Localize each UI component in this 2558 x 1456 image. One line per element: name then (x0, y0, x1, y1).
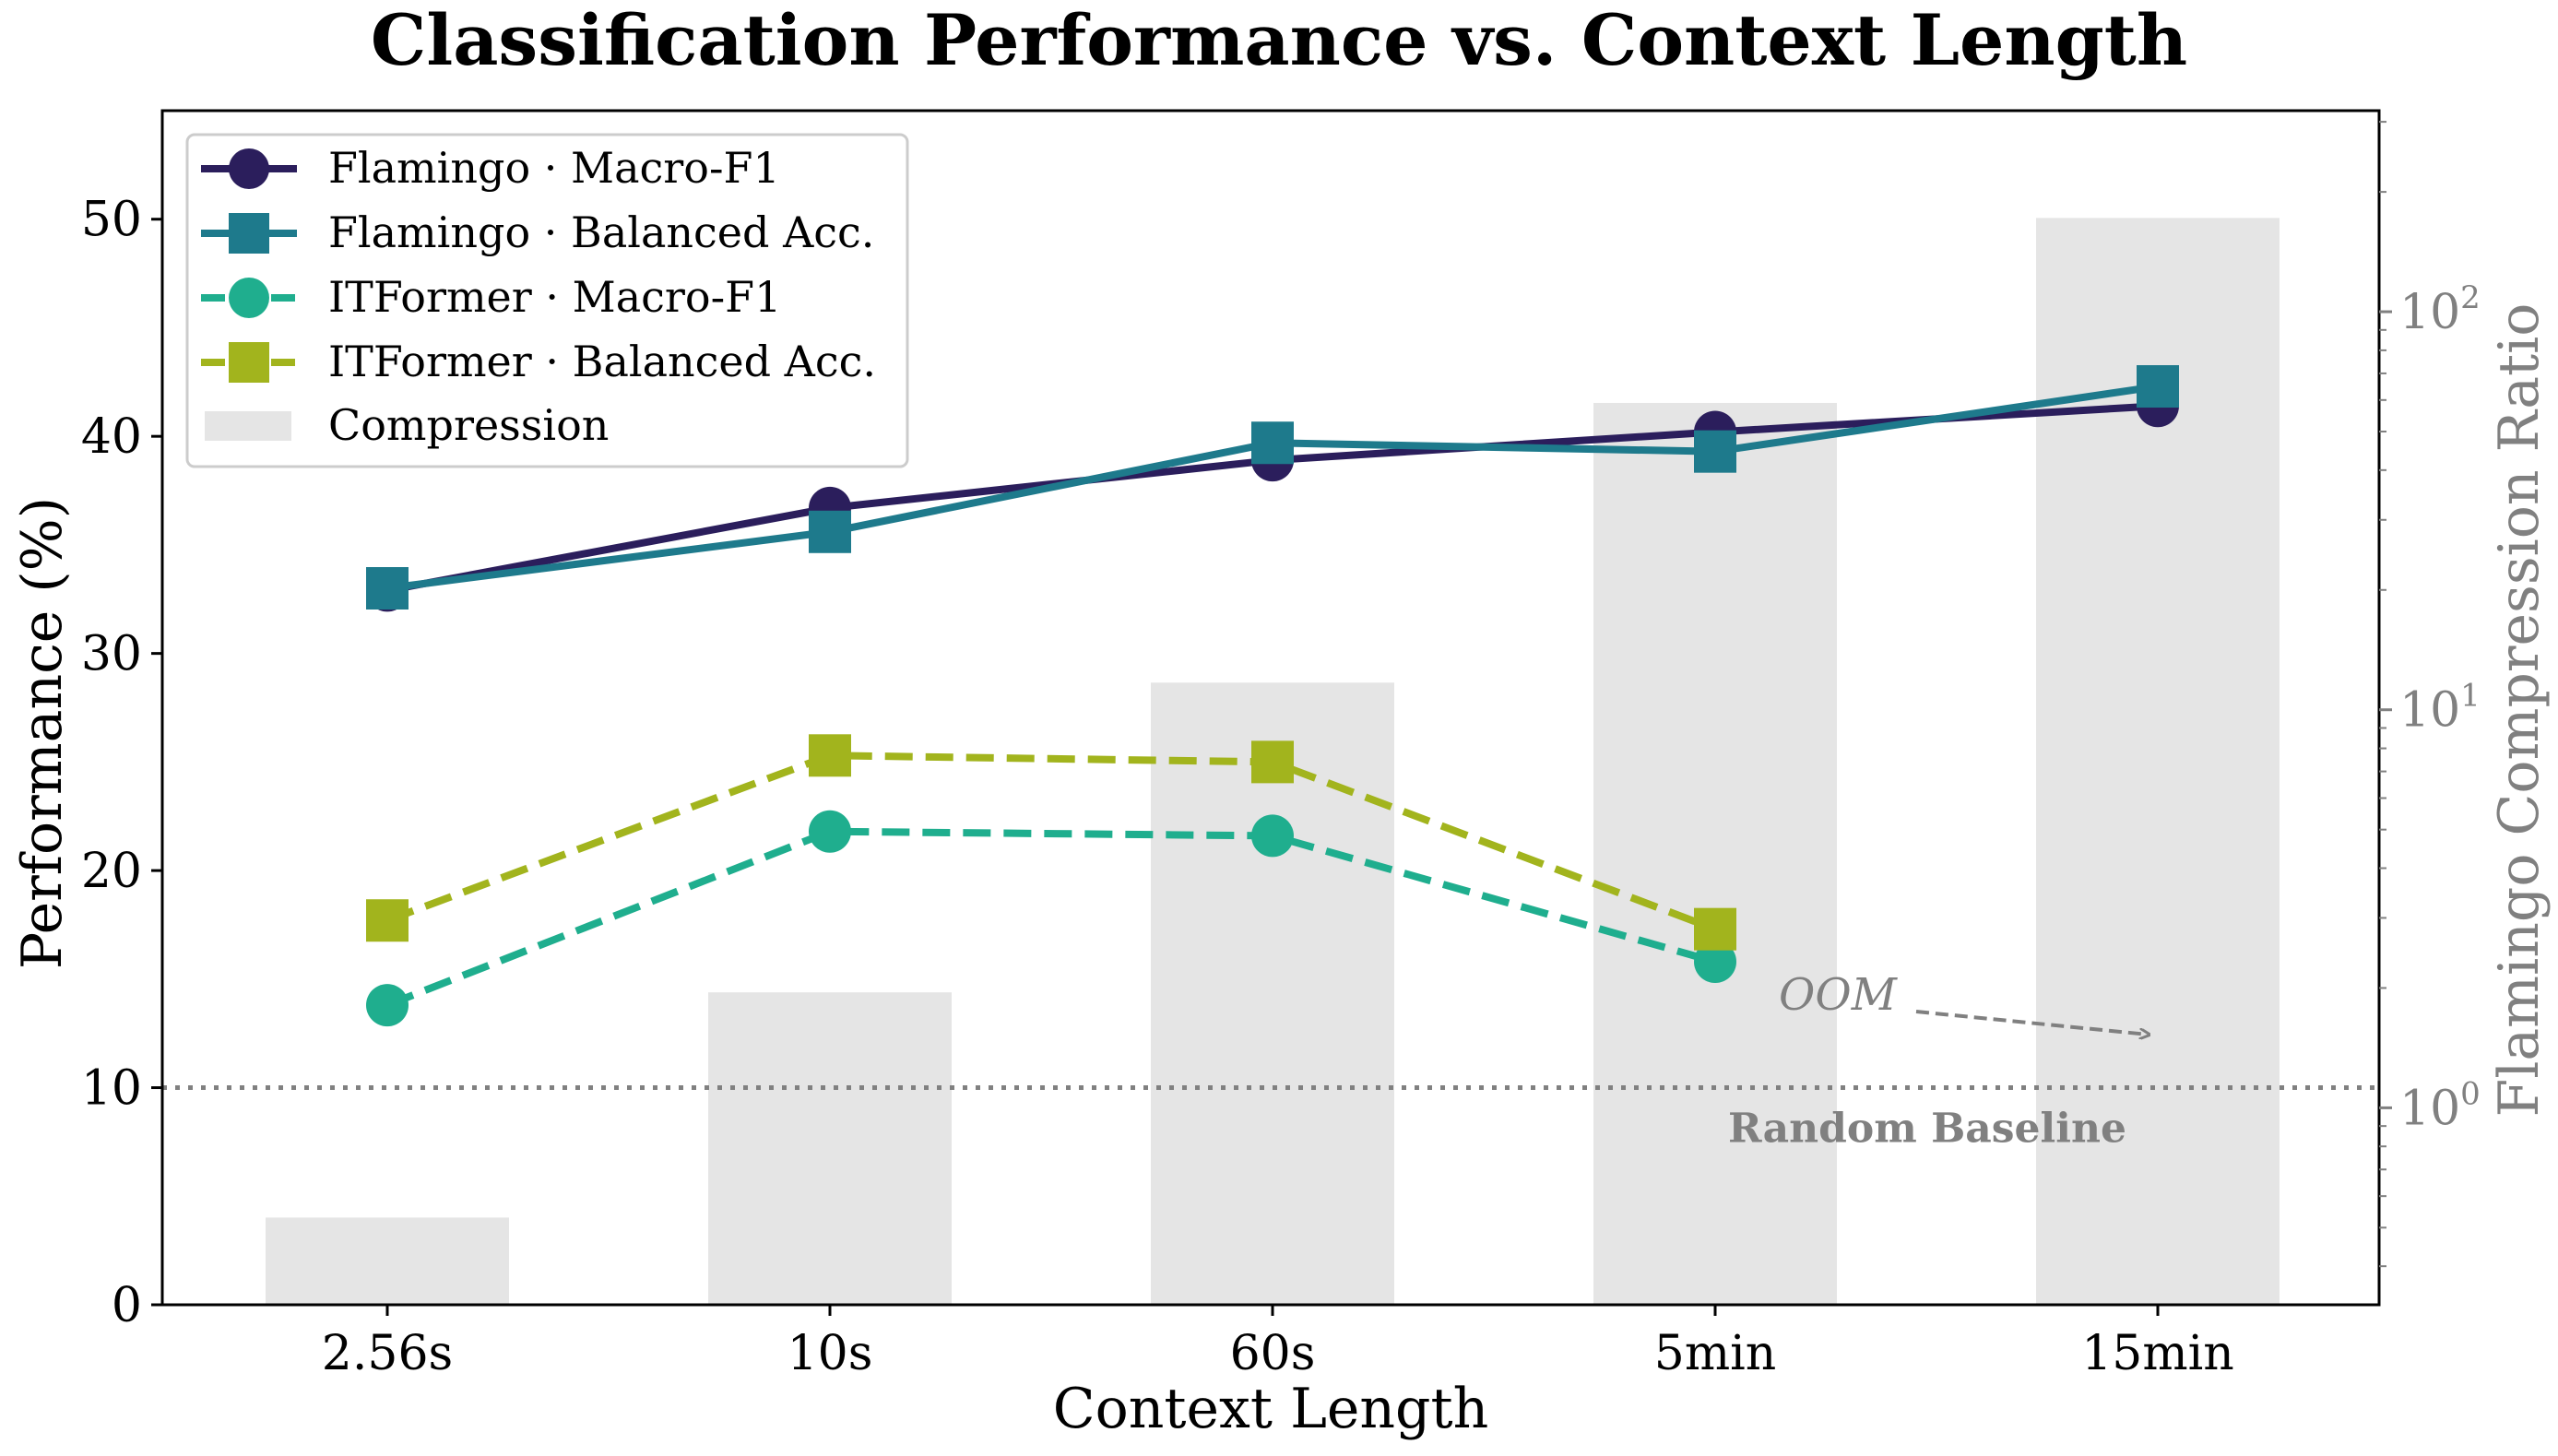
y-axis-label: Performance (%) (10, 497, 75, 969)
x-tick-label-2: 60s (1230, 1326, 1316, 1381)
oom-annotation: OOM (1779, 969, 1899, 1021)
series-2-point-2 (1251, 814, 1294, 858)
y2-tick-label-100: 102 (2399, 279, 2481, 340)
x-tick-label-0: 2.56s (322, 1326, 453, 1381)
series-3-point-1 (809, 734, 851, 777)
series-1-point-0 (366, 567, 409, 610)
series-2-point-0 (366, 984, 409, 1027)
legend-swatch-compression (205, 411, 291, 441)
random-baseline: Random Baseline (162, 1085, 2379, 1153)
x-tick-label-4: 15min (2081, 1326, 2234, 1381)
legend-box (185, 133, 909, 468)
legend-marker-0 (229, 148, 269, 189)
legend: Flamingo · Macro-F1 Flamingo · Balanced A… (185, 133, 909, 468)
y2-axis-label: Flamingo Compression Ratio (2487, 303, 2552, 1118)
y-tick-label-50: 50 (81, 193, 142, 248)
series-1-point-2 (1251, 421, 1294, 465)
series-3-point-2 (1251, 740, 1294, 784)
series-2-point-1 (809, 810, 851, 853)
series-line-2 (385, 827, 1717, 1009)
y2-tick-label-1: 100 (2399, 1075, 2481, 1136)
y-tick-label-20: 20 (81, 844, 142, 899)
y-tick-label-30: 30 (81, 627, 142, 682)
y-tick-label-10: 10 (81, 1061, 142, 1117)
legend-marker-2 (229, 278, 269, 318)
series-3-point-0 (366, 899, 409, 942)
legend-label-2: ITFormer · Macro-F1 (328, 272, 781, 322)
compression-bar-60s (1151, 682, 1394, 1305)
axes: 0 10 20 30 40 50 2.56s 10s 60s 5min 15min 100 101 102 (81, 109, 2481, 1381)
series-1-point-4 (2137, 365, 2179, 408)
series-1-point-1 (809, 510, 851, 553)
series-3-point-3 (1694, 907, 1736, 951)
oom-arrow (1915, 1010, 2149, 1035)
baseline-label: Random Baseline (1728, 1106, 2126, 1153)
legend-label-3: ITFormer · Balanced Acc. (328, 337, 876, 386)
x-tick-label-1: 10s (788, 1326, 873, 1381)
series-line-3 (385, 752, 1717, 933)
y-tick-label-40: 40 (81, 409, 142, 465)
x-axis-label: Context Length (1053, 1377, 1488, 1441)
legend-marker-1 (229, 213, 269, 254)
legend-marker-3 (229, 342, 269, 383)
series-lines (366, 365, 2179, 1027)
compression-bar-10s (708, 992, 952, 1305)
series-2-point-3 (1694, 940, 1736, 983)
legend-label-0: Flamingo · Macro-F1 (328, 143, 780, 193)
chart-title: Classification Performance vs. Context L… (371, 0, 2187, 81)
y-tick-label-0: 0 (112, 1278, 142, 1333)
y2-tick-label-10: 101 (2399, 678, 2481, 739)
legend-label-1: Flamingo · Balanced Acc. (328, 207, 874, 257)
x-tick-label-3: 5min (1654, 1326, 1777, 1381)
plot-frame (160, 109, 2381, 1307)
legend-label-compression: Compression (328, 400, 609, 450)
compression-bar-2-56s (266, 1217, 509, 1305)
series-1-point-3 (1694, 430, 1736, 473)
compression-bar-5min (1593, 402, 1837, 1306)
